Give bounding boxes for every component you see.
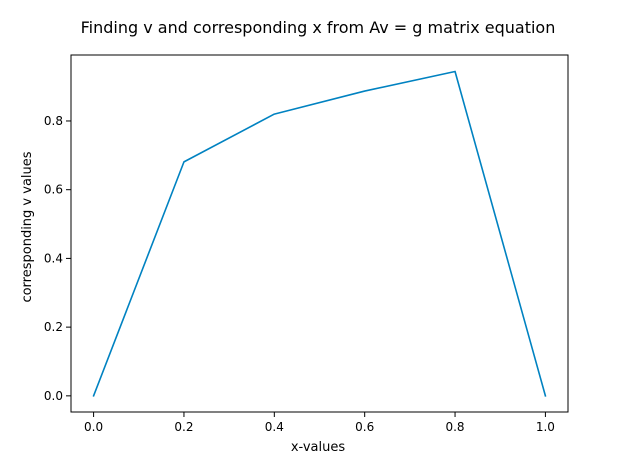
x-axis-label: x-values: [291, 440, 346, 455]
y-tick-label: 0.6: [44, 183, 63, 197]
x-tick-label: 1.0: [536, 420, 555, 434]
chart-title: Finding v and corresponding x from Av = …: [81, 18, 556, 37]
x-tick-label: 0.2: [174, 420, 193, 434]
x-tick-label: 0.6: [355, 420, 374, 434]
x-tick-label: 0.4: [265, 420, 284, 434]
axes-frame: [70, 54, 569, 413]
series-line: [92, 70, 547, 397]
y-tick-label: 0.4: [44, 251, 63, 265]
x-tick-label: 0.0: [84, 420, 103, 434]
x-tick-label: 0.8: [445, 420, 464, 434]
y-axis-label: corresponding v values: [20, 151, 35, 302]
plot-area: 0.0 0.2 0.4 0.6 0.8 1.0 0.0 0.2 0.4 0.6 0.8: [44, 54, 569, 434]
y-tick-label: 0.0: [44, 389, 63, 403]
y-tick-label: 0.8: [44, 114, 63, 128]
y-tick-label: 0.2: [44, 320, 63, 334]
